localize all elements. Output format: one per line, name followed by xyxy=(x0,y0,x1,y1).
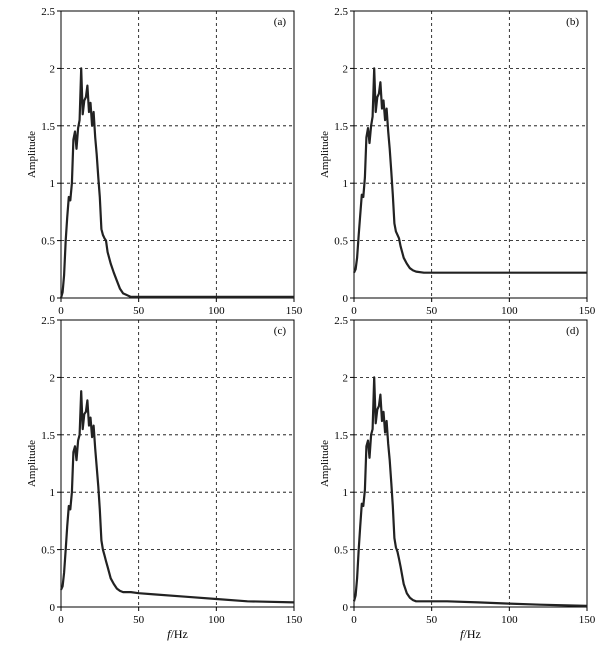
x-tick-label: 100 xyxy=(208,614,225,626)
x-tick-label: 50 xyxy=(133,614,145,626)
y-tick-label: 2.5 xyxy=(334,6,348,18)
x-tick-label: 0 xyxy=(58,305,64,317)
y-tick-label: 2 xyxy=(343,63,349,75)
y-tick-label: 2 xyxy=(343,372,349,384)
x-tick-label: 100 xyxy=(501,614,518,626)
x-axis-label-var: f xyxy=(460,627,465,641)
x-tick-label: 50 xyxy=(133,305,145,317)
x-tick-label: 50 xyxy=(426,614,438,626)
y-tick-label: 1 xyxy=(343,178,349,190)
panel-label: (d) xyxy=(566,325,579,337)
y-tick-label: 0 xyxy=(50,293,56,305)
panel-2: 0 50 100 150 0 0.5 1 1.5 2 2.5 Amplitude f/Hz (c) xyxy=(26,315,303,641)
y-tick-label: 0 xyxy=(343,293,349,305)
panel-0: 0 50 100 150 0 0.5 1 1.5 2 2.5 Amplitude (a) xyxy=(26,6,303,317)
panel-label: (b) xyxy=(566,16,579,28)
y-axis-label: Amplitude xyxy=(26,131,38,178)
x-tick-label: 0 xyxy=(351,614,357,626)
x-tick-label: 100 xyxy=(208,305,225,317)
x-tick-label: 150 xyxy=(579,305,596,317)
panel-label: (a) xyxy=(274,16,287,28)
y-tick-label: 2.5 xyxy=(334,315,348,327)
y-tick-label: 2.5 xyxy=(41,315,55,327)
series-line xyxy=(59,390,295,604)
y-tick-label: 0.5 xyxy=(334,236,348,248)
series-line xyxy=(353,67,587,274)
x-axis-label: f/Hz xyxy=(460,627,481,641)
x-axis-label-var: f xyxy=(167,627,172,641)
y-tick-label: 1 xyxy=(50,178,56,190)
series-line xyxy=(59,67,294,299)
x-tick-label: 150 xyxy=(286,305,303,317)
x-axis-label-unit: /Hz xyxy=(464,627,481,641)
panel-label: (c) xyxy=(274,325,287,337)
x-tick-label: 0 xyxy=(351,305,357,317)
y-tick-label: 1.5 xyxy=(334,430,348,442)
y-tick-label: 1.5 xyxy=(334,121,348,133)
y-tick-label: 1.5 xyxy=(41,430,55,442)
y-tick-label: 0.5 xyxy=(41,545,55,557)
y-tick-label: 1.5 xyxy=(41,121,55,133)
y-tick-label: 0.5 xyxy=(41,236,55,248)
x-tick-label: 150 xyxy=(579,614,596,626)
x-tick-label: 0 xyxy=(58,614,64,626)
plot-frame xyxy=(353,10,588,299)
x-tick-label: 50 xyxy=(426,305,438,317)
y-tick-label: 0 xyxy=(50,602,56,614)
x-tick-label: 100 xyxy=(501,305,518,317)
y-tick-label: 1 xyxy=(50,487,56,499)
y-tick-label: 2 xyxy=(50,63,56,75)
panel-3: 0 50 100 150 0 0.5 1 1.5 2 2.5 Amplitude f/Hz (d) xyxy=(319,315,596,641)
y-tick-label: 1 xyxy=(343,487,349,499)
x-axis-label: f/Hz xyxy=(167,627,188,641)
y-axis-label: Amplitude xyxy=(319,440,331,487)
plot-frame xyxy=(60,319,295,608)
plot-frame xyxy=(353,319,588,608)
y-tick-label: 0.5 xyxy=(334,545,348,557)
panel-1: 0 50 100 150 0 0.5 1 1.5 2 2.5 Amplitude (b) xyxy=(319,6,596,317)
x-axis-label-unit: /Hz xyxy=(171,627,188,641)
y-tick-label: 2.5 xyxy=(41,6,55,18)
series-line xyxy=(352,376,588,607)
y-tick-label: 2 xyxy=(50,372,56,384)
y-axis-label: Amplitude xyxy=(26,440,38,487)
y-tick-label: 0 xyxy=(343,602,349,614)
y-axis-label: Amplitude xyxy=(319,131,331,178)
x-tick-label: 150 xyxy=(286,614,303,626)
